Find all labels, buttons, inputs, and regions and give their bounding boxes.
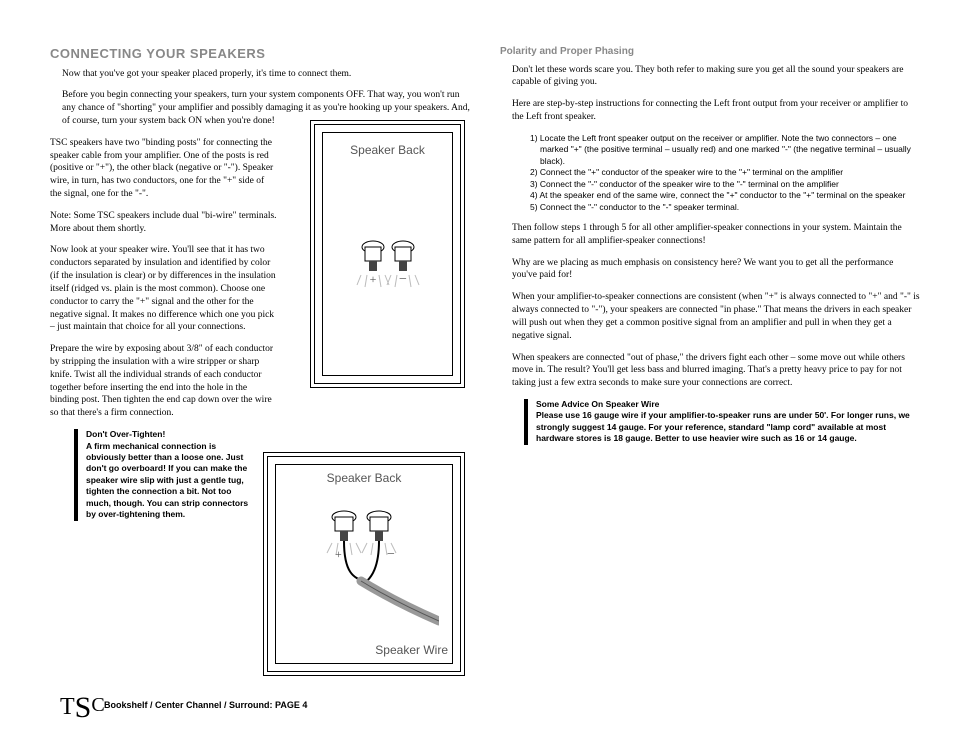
figure-speaker-back-large: Speaker Back + −: [263, 452, 465, 676]
figure-speaker-back-small: Speaker Back + −: [310, 120, 465, 388]
section-heading: CONNECTING YOUR SPEAKERS: [50, 45, 470, 63]
callout-body: Please use 16 gauge wire if your amplifi…: [536, 410, 910, 443]
figure-label: Speaker Back: [311, 143, 464, 157]
body-paragraph: When speakers are connected "out of phas…: [500, 352, 920, 390]
figure-label: Speaker Wire: [375, 643, 448, 657]
step-item: 1) Locate the Left front speaker output …: [530, 133, 920, 167]
body-paragraph: TSC speakers have two "binding posts" fo…: [50, 137, 277, 201]
callout-box: Don't Over-Tighten! A firm mechanical co…: [74, 429, 254, 521]
step-item: 2) Connect the "+" conductor of the spea…: [530, 167, 920, 178]
svg-text:−: −: [399, 272, 407, 287]
figure-label: Speaker Back: [264, 471, 464, 485]
body-paragraph: When your amplifier-to-speaker connectio…: [500, 291, 920, 342]
svg-text:+: +: [335, 547, 342, 561]
body-paragraph: Here are step-by-step instructions for c…: [500, 98, 920, 124]
svg-text:−: −: [387, 547, 395, 562]
callout-box: Some Advice On Speaker Wire Please use 1…: [524, 399, 920, 445]
body-paragraph: Prepare the wire by exposing about 3/8" …: [50, 343, 277, 420]
subsection-heading: Polarity and Proper Phasing: [500, 45, 920, 59]
body-paragraph: Then follow steps 1 through 5 for all ot…: [500, 222, 920, 248]
step-item: 4) At the speaker end of the same wire, …: [530, 190, 920, 201]
callout-body: A firm mechanical connection is obviousl…: [86, 441, 248, 520]
body-paragraph: Don't let these words scare you. They bo…: [500, 64, 920, 90]
footer-text: Bookshelf / Center Channel / Surround: P…: [104, 700, 307, 710]
body-paragraph: Note: Some TSC speakers include dual "bi…: [50, 210, 277, 236]
body-paragraph: Now look at your speaker wire. You'll se…: [50, 244, 277, 334]
step-item: 5) Connect the "-" conductor to the "-" …: [530, 202, 920, 213]
tsc-logo: TSC: [60, 690, 100, 720]
svg-text:+: +: [369, 272, 376, 286]
body-paragraph: Now that you've got your speaker placed …: [50, 68, 470, 81]
step-list: 1) Locate the Left front speaker output …: [500, 133, 920, 213]
step-item: 3) Connect the "-" conductor of the spea…: [530, 179, 920, 190]
page-footer: TSC Bookshelf / Center Channel / Surroun…: [60, 690, 307, 720]
callout-title: Don't Over-Tighten!: [86, 429, 165, 439]
body-paragraph: Why are we placing as much emphasis on c…: [500, 257, 920, 283]
callout-title: Some Advice On Speaker Wire: [536, 399, 659, 409]
binding-post-illustration: + −: [311, 233, 464, 308]
